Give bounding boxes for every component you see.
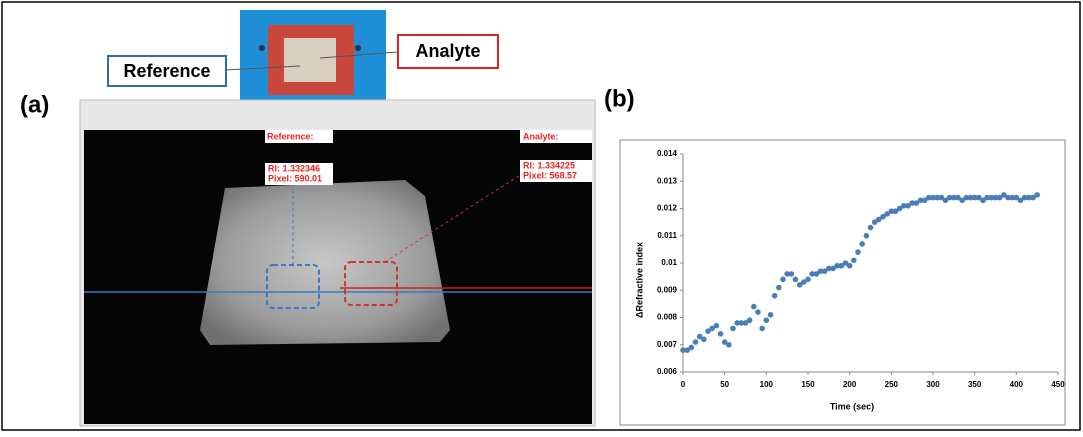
data-point — [772, 293, 778, 299]
image-label: Pixel: 590.01 — [268, 173, 322, 183]
x-tick-label: 100 — [760, 380, 774, 389]
data-point — [693, 339, 699, 345]
y-tick-label: 0.011 — [657, 231, 677, 240]
analyte-label: Analyte — [415, 41, 480, 61]
x-tick-label: 150 — [801, 380, 815, 389]
y-tick-label: 0.01 — [661, 258, 677, 267]
y-tick-label: 0.009 — [657, 285, 678, 294]
x-tick-label: 400 — [1010, 380, 1024, 389]
data-point — [718, 331, 724, 337]
data-point — [780, 277, 786, 283]
data-point — [768, 312, 774, 318]
reference-label: Reference — [123, 61, 210, 81]
data-point — [726, 342, 732, 348]
panel-label: (a) — [20, 91, 49, 118]
y-tick-label: 0.006 — [657, 367, 678, 376]
channel — [284, 38, 336, 82]
x-tick-label: 250 — [885, 380, 899, 389]
data-point — [851, 257, 857, 263]
figure: Reference Analyte (a) Reference: RI: 1.3… — [0, 0, 1083, 432]
data-point — [747, 317, 753, 323]
y-tick-label: 0.008 — [657, 313, 678, 322]
data-point — [755, 309, 761, 315]
data-point — [805, 277, 811, 283]
data-point — [730, 326, 736, 332]
port — [355, 45, 361, 51]
x-tick-label: 350 — [968, 380, 982, 389]
y-tick-label: 0.014 — [657, 149, 678, 158]
image-label: RI: 1.332346 — [268, 163, 320, 173]
y-tick-label: 0.012 — [657, 204, 678, 213]
data-point — [751, 304, 757, 310]
data-point — [689, 345, 695, 351]
x-tick-label: 450 — [1051, 380, 1065, 389]
bright-region — [200, 180, 450, 345]
y-axis-label: ΔRefractive index — [634, 242, 644, 318]
data-point — [793, 277, 799, 283]
data-point — [847, 263, 853, 269]
data-point — [1034, 192, 1040, 198]
panel-label: (b) — [604, 85, 635, 112]
x-tick-label: 50 — [720, 380, 729, 389]
x-tick-label: 0 — [681, 380, 686, 389]
data-point — [864, 233, 870, 239]
y-tick-label: 0.013 — [657, 176, 678, 185]
x-tick-label: 200 — [843, 380, 857, 389]
data-point — [868, 225, 874, 231]
data-point — [776, 285, 782, 291]
image-label: RI: 1.334225 — [523, 160, 575, 170]
y-tick-label: 0.007 — [657, 340, 678, 349]
image-label: Pixel: 568.57 — [523, 170, 577, 180]
data-point — [855, 249, 861, 255]
port — [259, 45, 265, 51]
image-label: Analyte: — [523, 131, 559, 141]
data-point — [789, 271, 795, 277]
data-point — [759, 326, 765, 332]
data-point — [701, 337, 707, 343]
x-tick-label: 300 — [926, 380, 940, 389]
image-label: Reference: — [267, 131, 314, 141]
data-point — [764, 317, 770, 323]
data-point — [859, 241, 865, 247]
data-point — [714, 323, 720, 329]
x-axis-label: Time (sec) — [830, 401, 874, 411]
